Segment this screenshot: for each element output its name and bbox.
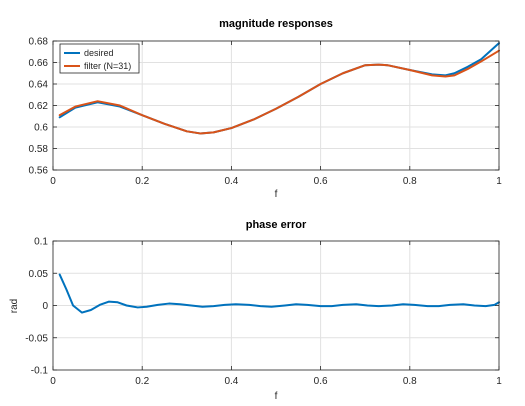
y-axis-label: rad xyxy=(9,299,20,313)
series-line xyxy=(58,273,500,314)
x-tick-label: 0.6 xyxy=(314,376,328,387)
y-tick-label: 0.05 xyxy=(29,269,49,280)
y-tick-label: 0 xyxy=(42,301,48,312)
y-tick-label: 0.66 xyxy=(29,58,49,69)
plot-area: 0 0.2 0.4 0.6 0.8 1 0.56 0.58 0.6 0.62 0.64 0.66 0.6… xyxy=(29,37,503,188)
chart-title: magnitude responses xyxy=(219,18,333,30)
magnitude-responses-chart: magnitude responses f 0 0.2 0.4 0.6 0.8 1 0.56… xyxy=(29,18,503,200)
y-tick-label: 0.58 xyxy=(29,144,49,155)
y-tick-label: 0.56 xyxy=(29,166,49,177)
x-axis-label: f xyxy=(275,391,278,402)
x-tick-label: 0 xyxy=(50,176,56,187)
x-tick-label: 0.8 xyxy=(403,176,417,187)
y-tick-label: -0.05 xyxy=(25,333,48,344)
legend-entry: desired xyxy=(84,48,114,58)
legend-box xyxy=(59,43,140,74)
legend-entry: filter (N=31) xyxy=(84,61,131,71)
y-tick-label: 0.6 xyxy=(34,123,48,134)
x-tick-label: 1 xyxy=(496,176,502,187)
plot-area: 0 0.2 0.4 0.6 0.8 1 -0.1 -0.05 0 0.05 0.1 xyxy=(25,237,502,388)
x-tick-label: 1 xyxy=(496,376,502,387)
x-tick-label: 0.8 xyxy=(403,376,417,387)
legend: desired filter (N=31) xyxy=(59,43,140,74)
y-tick-label: 0.64 xyxy=(29,80,49,91)
chart-title: phase error xyxy=(246,219,307,231)
x-tick-label: 0.4 xyxy=(224,176,238,187)
x-axis-label: f xyxy=(275,189,278,200)
y-tick-label: -0.1 xyxy=(31,366,49,377)
x-tick-label: 0.4 xyxy=(224,376,238,387)
phase-error-chart: phase error f rad 0 0.2 0.4 0.6 0.8 1 -0.1 -0.0… xyxy=(9,219,502,402)
x-tick-label: 0.2 xyxy=(135,176,149,187)
series-line xyxy=(58,49,500,135)
y-tick-label: 0.1 xyxy=(34,237,48,248)
x-tick-label: 0.6 xyxy=(314,176,328,187)
x-tick-label: 0 xyxy=(50,376,56,387)
x-tick-label: 0.2 xyxy=(135,376,149,387)
y-tick-label: 0.62 xyxy=(29,101,49,112)
y-tick-label: 0.68 xyxy=(29,37,49,48)
